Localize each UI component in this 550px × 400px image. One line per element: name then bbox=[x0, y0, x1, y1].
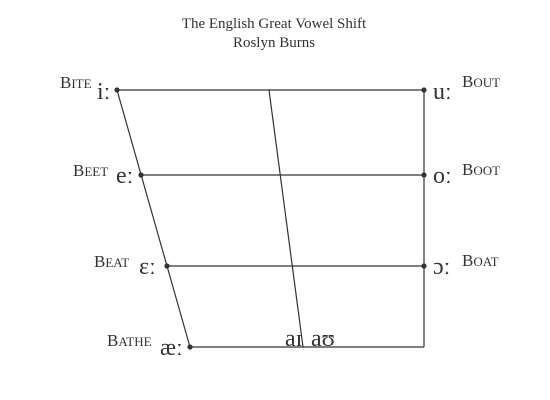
boat-point bbox=[421, 263, 427, 269]
beet-label: BEET bbox=[73, 161, 108, 180]
boot-point bbox=[421, 172, 427, 178]
diphthong-ai: aɪ bbox=[285, 326, 302, 352]
beat-label: BEAT bbox=[94, 252, 129, 271]
boot-symbol: oː bbox=[433, 163, 452, 189]
beet-symbol: eː bbox=[116, 163, 133, 189]
bathe-point bbox=[187, 344, 193, 350]
diagram-title: The English Great Vowel Shift bbox=[182, 16, 367, 32]
beat-symbol: ɛː bbox=[139, 254, 156, 280]
boot-label: BOOT bbox=[462, 160, 500, 179]
beat-point bbox=[164, 263, 170, 269]
diphthong-au: aʊ bbox=[311, 326, 335, 352]
diagram-author: Roslyn Burns bbox=[233, 35, 315, 51]
bout-symbol: uː bbox=[433, 79, 452, 105]
boat-symbol: ɔː bbox=[433, 254, 450, 280]
bout-label: BOUT bbox=[462, 72, 500, 91]
bathe-label: BATHE bbox=[107, 331, 152, 350]
bite-point bbox=[114, 87, 120, 93]
bathe-symbol: æː bbox=[160, 335, 183, 361]
beet-point bbox=[138, 172, 144, 178]
boat-label: BOAT bbox=[462, 251, 499, 270]
bite-label: BITE bbox=[60, 73, 92, 92]
bite-symbol: iː bbox=[97, 79, 110, 105]
front-vowel-edge bbox=[116, 89, 191, 348]
central-shift-line bbox=[268, 89, 304, 348]
bout-point bbox=[421, 87, 427, 93]
